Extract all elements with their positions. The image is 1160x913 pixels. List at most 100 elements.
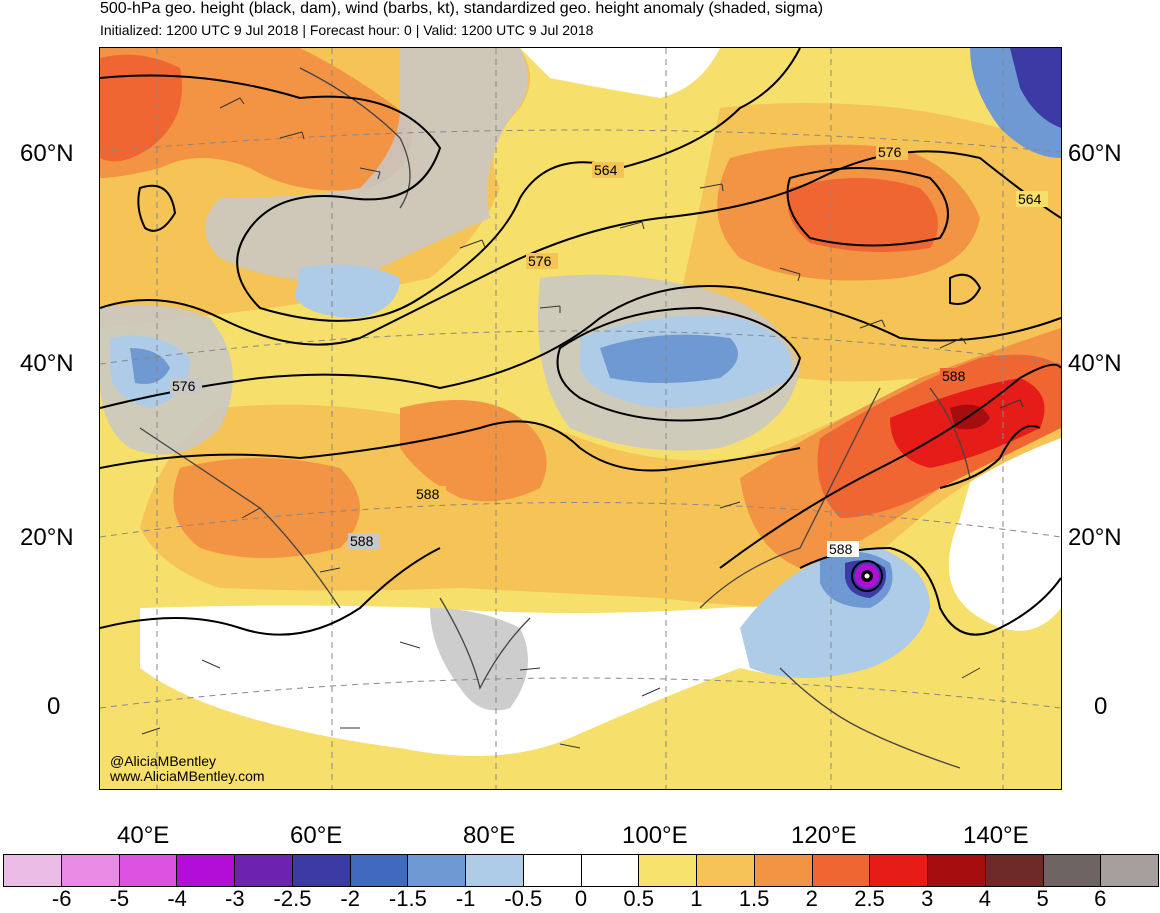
lat-label-20n-left: 20°N bbox=[20, 524, 74, 551]
colorbar-swatch bbox=[235, 855, 293, 886]
colorbar-tick-label: 1.5 bbox=[738, 886, 770, 911]
contour-label-bg bbox=[592, 162, 624, 178]
anomaly-2-2.5-region-scandinavia bbox=[100, 54, 182, 162]
colorbar-swatch bbox=[523, 855, 582, 886]
contour-labels: 564 576 564 576 576 588 588 588 588 bbox=[170, 144, 1048, 557]
lon-label-60e: 60°E bbox=[290, 822, 343, 849]
wind-barb bbox=[699, 183, 724, 192]
colorbar-tick-label: 6 bbox=[1094, 886, 1107, 911]
contour-label: 564 bbox=[594, 162, 618, 178]
wind-barb bbox=[359, 167, 381, 180]
weather-map: 564 576 564 576 576 588 588 588 588 bbox=[99, 47, 1062, 790]
colorbar-tick-label: 2.5 bbox=[854, 886, 885, 911]
map-subtitle: Initialized: 1200 UTC 9 Jul 2018 | Forec… bbox=[100, 22, 594, 38]
anomaly-1.5-2-region-arabia bbox=[173, 458, 360, 558]
contour-label: 588 bbox=[416, 486, 440, 502]
contour-label: 588 bbox=[350, 533, 374, 549]
contour-label: 576 bbox=[172, 378, 196, 394]
contour-564-west bbox=[100, 48, 801, 322]
colorbar-swatch bbox=[812, 855, 871, 886]
wind-barb bbox=[399, 641, 421, 649]
contour-label-bg bbox=[940, 368, 972, 384]
wind-barb bbox=[219, 97, 245, 109]
contour-588-east bbox=[719, 363, 1061, 569]
wind-barb bbox=[241, 507, 261, 519]
contour-label-bg bbox=[827, 541, 859, 557]
contour-588-japan bbox=[939, 425, 1041, 489]
lon-label-140e: 140°E bbox=[963, 822, 1029, 849]
contour-label-bg bbox=[526, 253, 558, 269]
graticule bbox=[100, 48, 1061, 789]
colorbar-swatch bbox=[466, 855, 524, 886]
coastline-china bbox=[699, 387, 881, 609]
contour-label: 564 bbox=[1018, 191, 1042, 207]
wind-barb bbox=[939, 337, 967, 349]
wind-barb bbox=[539, 305, 561, 313]
anomaly-neg-region-russia bbox=[295, 264, 400, 318]
colorbar-tick-label: 2 bbox=[805, 886, 818, 911]
colorbar-tick-label: -3 bbox=[225, 886, 245, 911]
height-contours bbox=[100, 48, 1061, 636]
lat-label-40n-right: 40°N bbox=[1068, 350, 1122, 377]
colorbar-swatch bbox=[581, 855, 640, 886]
contour-label: 576 bbox=[878, 144, 902, 160]
wind-barb bbox=[999, 399, 1024, 409]
wind-barb bbox=[279, 131, 305, 140]
colorbar-tick-label: 0.5 bbox=[623, 886, 654, 911]
colorbar-swatch bbox=[1043, 855, 1102, 886]
credit-website: www.AliciaMBentley.com bbox=[110, 768, 265, 784]
contour-baltic-low bbox=[137, 184, 177, 232]
colorbar-tick-label: -2 bbox=[340, 886, 360, 911]
anomaly-neg-region-northeast-core bbox=[1010, 48, 1061, 128]
contour-label-bg bbox=[348, 533, 380, 549]
colorbar-swatch bbox=[639, 855, 697, 886]
colorbar-tick-label: -2.5 bbox=[273, 886, 312, 911]
coastline-japan bbox=[929, 387, 971, 479]
colorbar-swatch bbox=[292, 855, 351, 886]
coastline-scandinavia bbox=[299, 67, 411, 209]
lon-label-80e: 80°E bbox=[463, 822, 516, 849]
colorbar bbox=[3, 854, 1159, 887]
wind-barb bbox=[201, 659, 221, 669]
colorbar-tick-label: 4 bbox=[978, 886, 992, 911]
wind-barb bbox=[559, 743, 581, 749]
colorbar-swatch bbox=[177, 855, 235, 886]
contour-typhoon bbox=[851, 560, 883, 592]
colorbar-swatch bbox=[928, 855, 986, 886]
colorbar-tick-label: -1.5 bbox=[388, 886, 427, 911]
wind-barb bbox=[779, 267, 801, 282]
contour-label-bg bbox=[170, 378, 202, 394]
lon-label-100e: 100°E bbox=[622, 822, 688, 849]
lat-label-60n-left: 60°N bbox=[20, 140, 74, 167]
lon-label-40e: 40°E bbox=[117, 822, 170, 849]
credit-handle: @AliciaMBentley bbox=[110, 753, 217, 769]
colorbar-swatch bbox=[4, 855, 62, 886]
contour-mongolia-low bbox=[556, 306, 802, 422]
land-gray-region-india bbox=[430, 608, 528, 711]
wind-barb bbox=[459, 239, 486, 249]
anomaly-neg-region-turkey-core bbox=[130, 348, 170, 384]
land-gray-region-europe bbox=[205, 48, 528, 281]
lat-label-40n-left: 40°N bbox=[20, 350, 74, 377]
wind-barb bbox=[719, 501, 741, 509]
contour-label-bg bbox=[876, 144, 908, 160]
colorbar-swatch bbox=[754, 855, 813, 886]
contour-588-south bbox=[100, 547, 441, 636]
coastline-indonesia bbox=[779, 667, 961, 769]
colorbar-tick-label: -1 bbox=[455, 886, 476, 911]
lat-label-0-left: 0 bbox=[47, 693, 61, 720]
contour-576-south bbox=[100, 285, 1061, 409]
lat-label-20n-right: 20°N bbox=[1068, 524, 1122, 551]
colorbar-swatch bbox=[870, 855, 928, 886]
contour-576 bbox=[100, 150, 1061, 346]
colorbar-swatch bbox=[408, 855, 466, 886]
neutral-anomaly-region-north bbox=[520, 48, 720, 98]
contour-label: 576 bbox=[528, 253, 552, 269]
contour-label-bg bbox=[1016, 191, 1048, 207]
contour-588-north bbox=[100, 420, 801, 472]
colorbar-tick-label: -4 bbox=[167, 886, 187, 911]
map-title: 500-hPa geo. height (black, dam), wind (… bbox=[100, 0, 824, 17]
colorbar-tick-label: -5 bbox=[109, 886, 130, 911]
colorbar-tick-label: 0 bbox=[574, 886, 588, 911]
anomaly-neg-region-mongolia-core bbox=[600, 334, 738, 383]
